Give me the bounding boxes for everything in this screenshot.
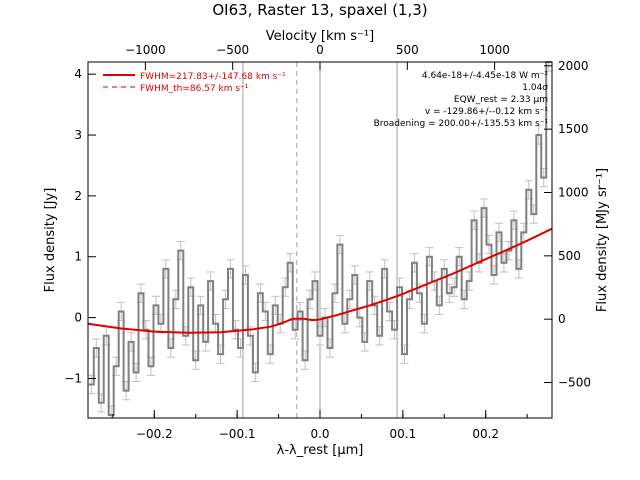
legend-fwhm: FWHM=217.83+/-147.68 km s⁻¹ <box>140 72 286 82</box>
top-tick-label: 500 <box>396 43 419 57</box>
annotation-line-flux: 4.64e-18+/-4.45e-18 W m⁻² <box>422 71 549 81</box>
top-axis-ticks: −1000 −500 0 500 1000 <box>125 43 510 70</box>
top-tick-label: −500 <box>216 43 249 57</box>
annotation-block: 4.64e-18+/-4.45e-18 W m⁻² 1.04σ EQW_rest… <box>374 71 549 129</box>
legend: FWHM=217.83+/-147.68 km s⁻¹ FWHM_th=86.5… <box>103 72 286 94</box>
x-tick-label: −00.1 <box>219 427 256 441</box>
annotation-sigma: 1.04σ <box>522 83 548 93</box>
top-tick-label: −1000 <box>125 43 166 57</box>
x-axis-label: λ-λ_rest [μm] <box>277 443 364 458</box>
annotation-broadening: Broadening = 200.00+/-135.53 km s⁻¹ <box>374 119 549 129</box>
right-tick-label: 500 <box>558 249 581 263</box>
right-tick-label: 1000 <box>558 185 589 199</box>
y-tick-label: 2 <box>74 189 82 203</box>
y-tick-label: 3 <box>74 128 82 142</box>
annotation-velocity: v = -129.86+/--0.12 km s⁻¹ <box>425 107 549 117</box>
top-tick-label: 0 <box>316 43 324 57</box>
top-tick-label: 1000 <box>479 43 510 57</box>
y-tick-label: −1 <box>64 371 82 385</box>
plot-area <box>87 61 553 419</box>
y-tick-label: 1 <box>74 250 82 264</box>
right-tick-label: −500 <box>558 376 591 390</box>
legend-fwhm-th: FWHM_th=86.57 km s⁻¹ <box>140 84 249 94</box>
right-tick-label: 2000 <box>558 59 589 73</box>
x-tick-label: −00.2 <box>136 427 173 441</box>
model-fit-line <box>87 227 553 334</box>
right-axis-ticks: −500 0 500 1000 1500 2000 <box>544 59 591 390</box>
annotation-eqw: EQW_rest = 2.33 μm <box>454 95 548 105</box>
y-axis-ticks: −1 0 1 2 3 4 <box>64 67 96 385</box>
x-tick-label: 00.1 <box>389 427 416 441</box>
y-axis-label: Flux density [Jy] <box>43 188 58 293</box>
x-tick-label: 00.2 <box>472 427 499 441</box>
spectrum-line <box>88 61 552 416</box>
y-tick-label: 4 <box>74 67 82 81</box>
x-axis-ticks: −00.2 −00.1 0.0 00.1 00.2 <box>112 410 528 441</box>
x-tick-label: 0.0 <box>310 427 329 441</box>
right-tick-label: 1500 <box>558 122 589 136</box>
right-tick-label: 0 <box>558 312 566 326</box>
guide-lines <box>242 62 398 418</box>
chart-title: OI63, Raster 13, spaxel (1,3) <box>212 1 427 19</box>
y-tick-label: 0 <box>74 311 82 325</box>
right-axis-label: Flux density [MJy sr⁻¹] <box>595 168 610 312</box>
top-axis-label: Velocity [km s⁻¹] <box>266 29 374 44</box>
